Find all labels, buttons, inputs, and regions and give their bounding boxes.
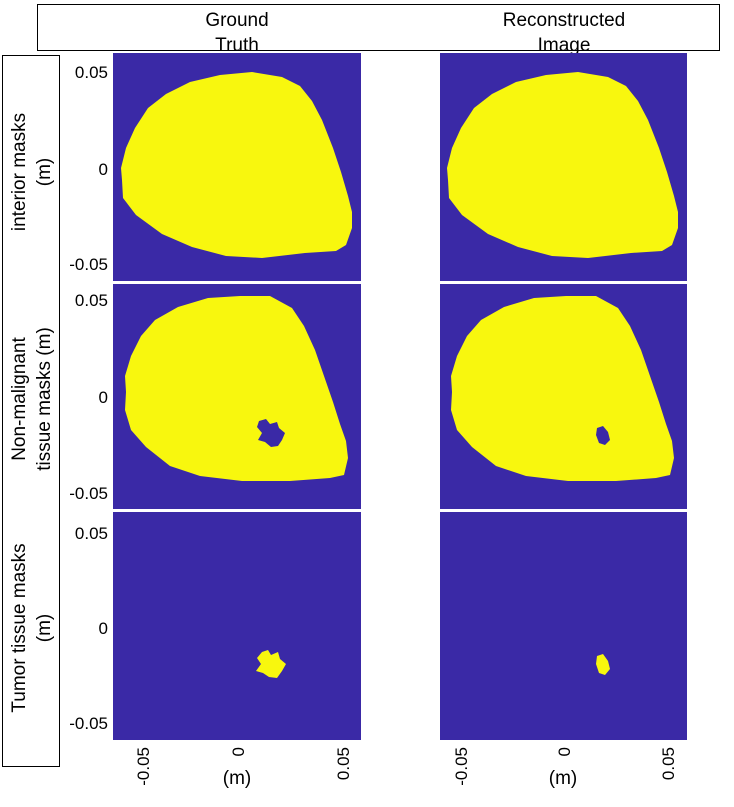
x-tick-label: 0 bbox=[555, 747, 574, 756]
row-header-box: interior masks (m) Non-malignant tissue … bbox=[2, 55, 60, 767]
y-tick-label: 0 bbox=[99, 388, 108, 407]
tumor-mask-region bbox=[256, 650, 286, 678]
x-tick-label: 0.05 bbox=[659, 747, 678, 780]
tumor-mask-region bbox=[596, 654, 610, 675]
x-axis-label: (m) bbox=[549, 768, 577, 789]
panel-tumor-ground-truth bbox=[113, 512, 361, 740]
reconstructed-image-title: Reconstructed Image bbox=[502, 10, 626, 56]
column-header-box: Ground Truth Reconstructed Image bbox=[37, 4, 720, 56]
row-separator bbox=[113, 281, 361, 284]
row-separator bbox=[440, 509, 687, 512]
panel-nonmalignant-ground-truth bbox=[113, 284, 361, 510]
x-tick-label: 0.05 bbox=[334, 747, 353, 780]
row-separator bbox=[440, 281, 687, 284]
ground-truth-title: Ground Truth bbox=[205, 10, 269, 56]
y-tick-label: 0.05 bbox=[75, 291, 108, 310]
x-tick-label: -0.05 bbox=[134, 747, 153, 786]
y-tick-label: 0 bbox=[99, 619, 108, 638]
y-tick-label: 0 bbox=[99, 160, 108, 179]
y-tick-label: -0.05 bbox=[69, 714, 108, 733]
panel-interior-ground-truth bbox=[113, 53, 361, 281]
panel-nonmalignant-reconstructed bbox=[440, 284, 687, 510]
y-tick-label: -0.05 bbox=[69, 484, 108, 503]
x-tick-label: -0.05 bbox=[452, 747, 471, 786]
x-axis-label: (m) bbox=[223, 768, 251, 789]
x-tick-label: 0 bbox=[229, 747, 248, 756]
panel-tumor-reconstructed bbox=[440, 512, 687, 740]
y-tick-label: 0.05 bbox=[75, 524, 108, 543]
y-tick-label: -0.05 bbox=[69, 255, 108, 274]
y-tick-label: 0.05 bbox=[75, 63, 108, 82]
row-separator bbox=[113, 509, 361, 512]
panel-interior-reconstructed bbox=[440, 53, 687, 281]
